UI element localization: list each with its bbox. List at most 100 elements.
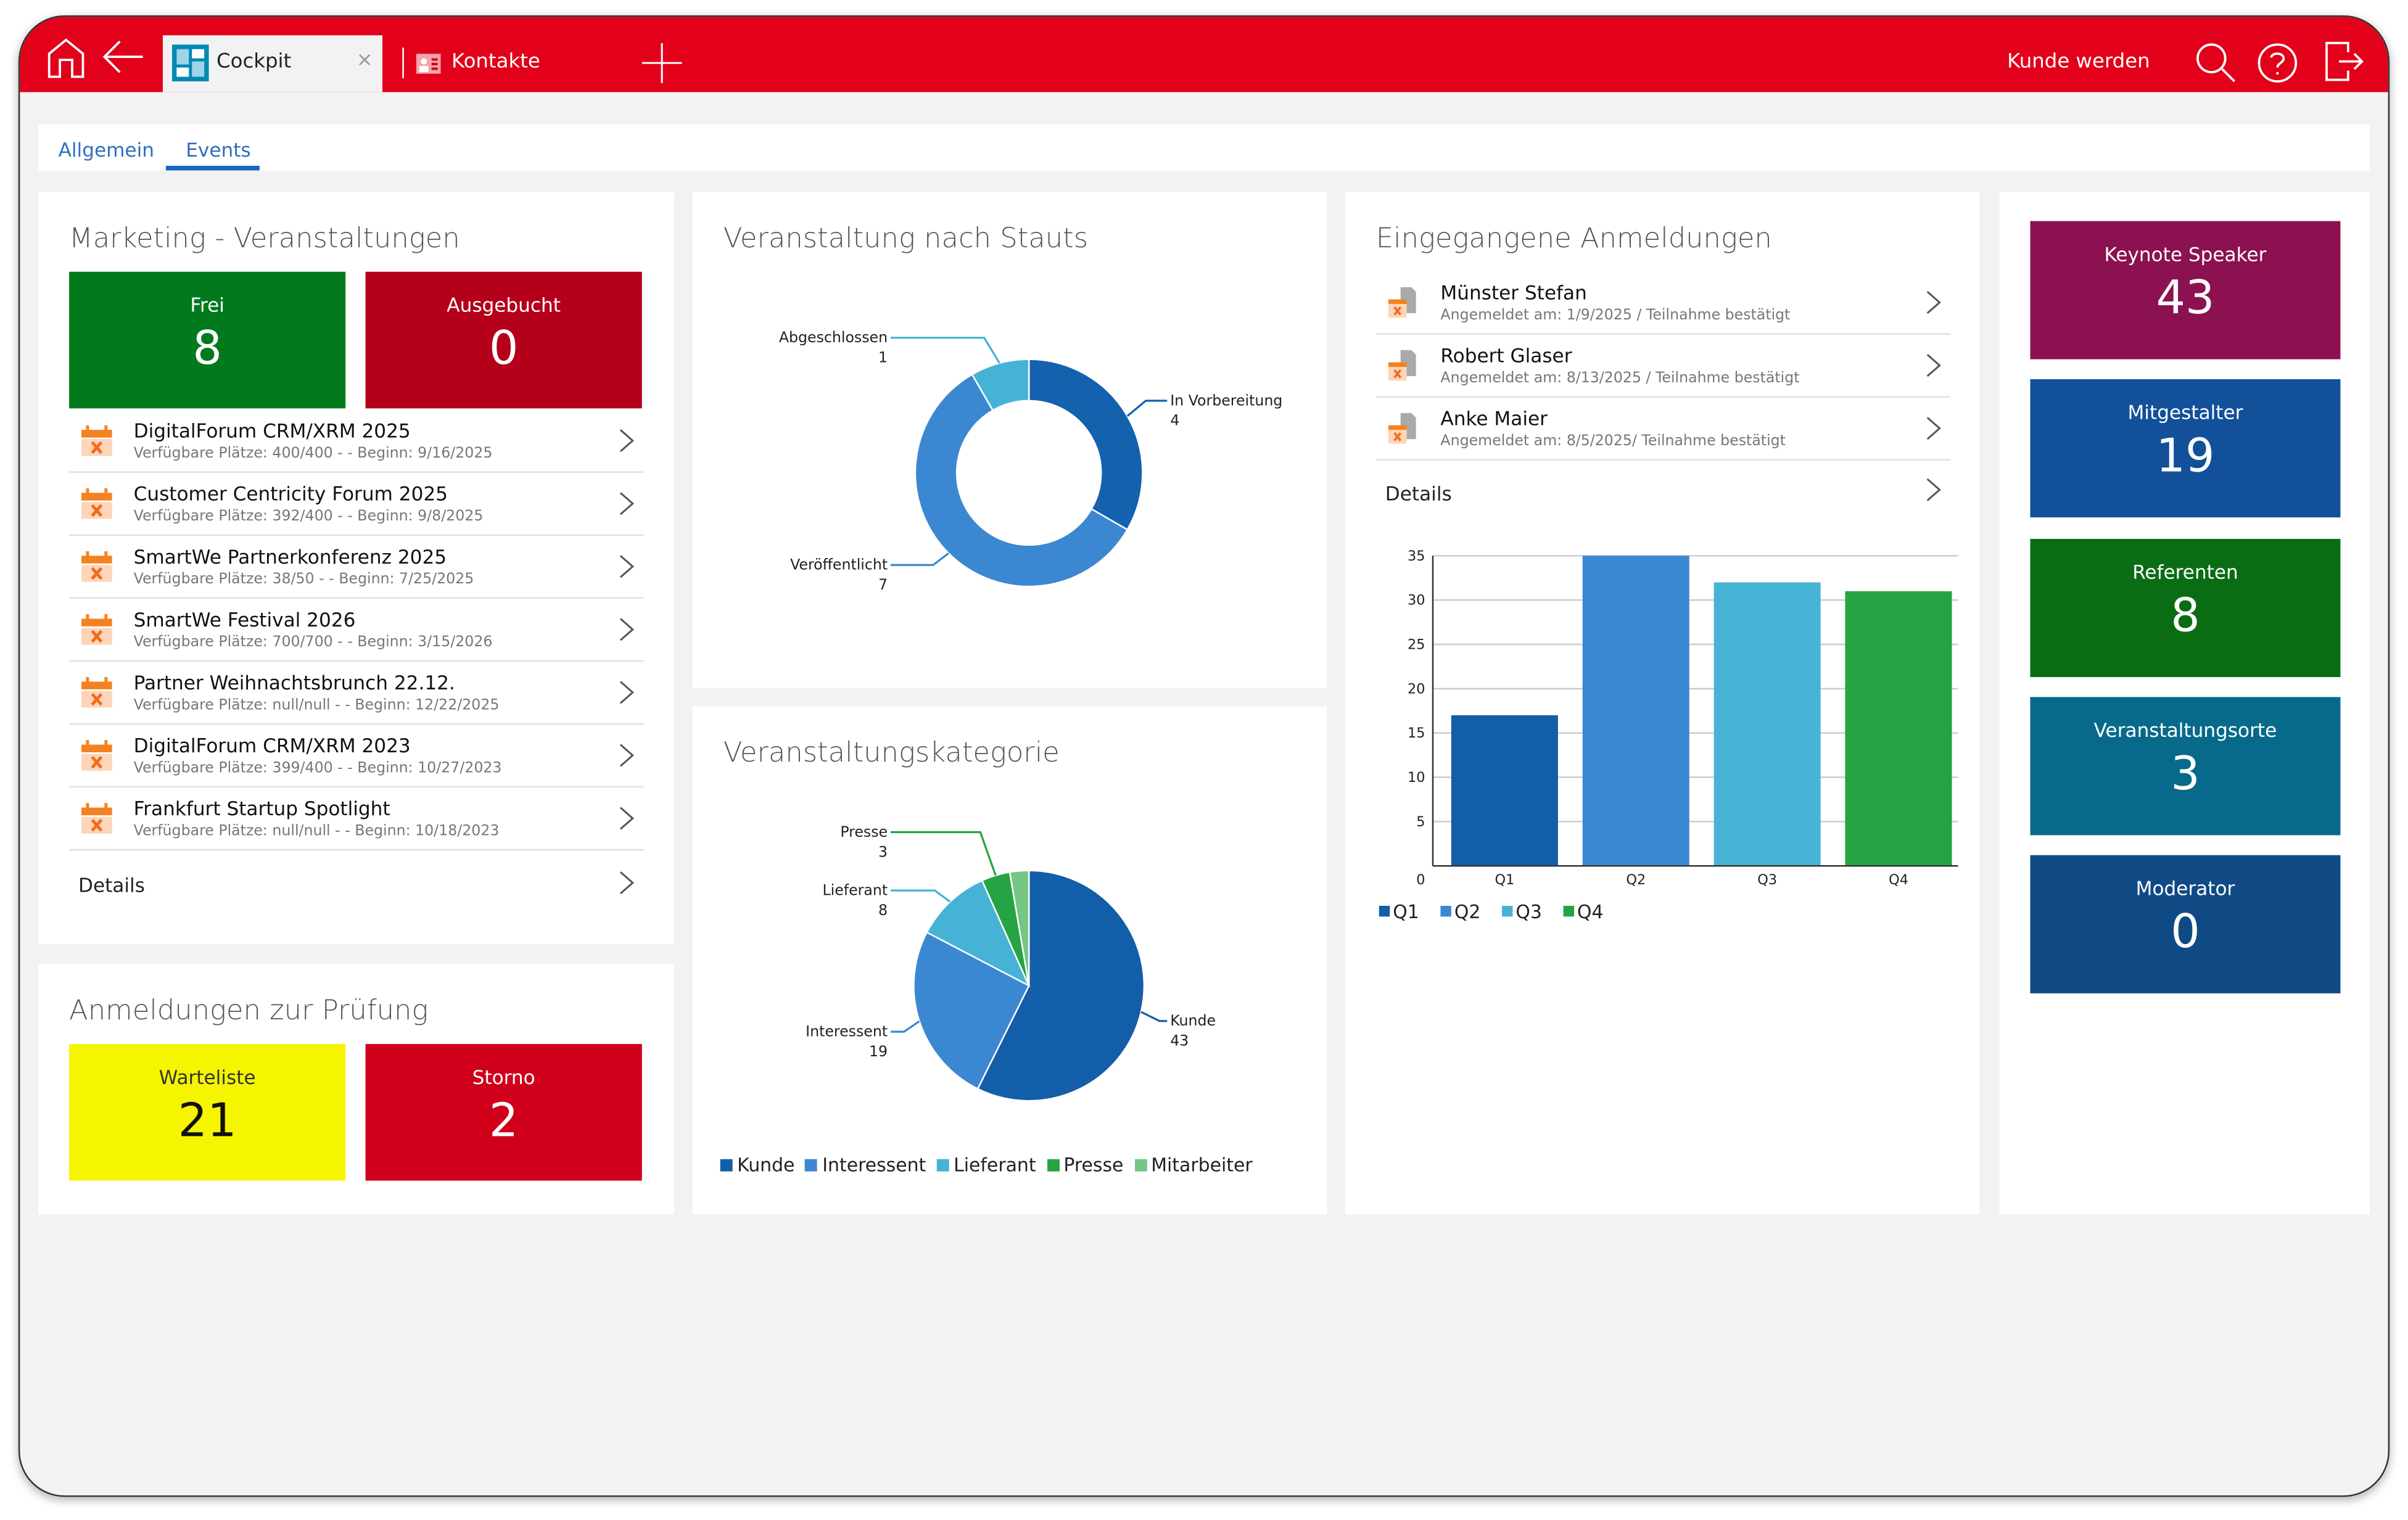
tile-label: Moderator bbox=[2135, 876, 2235, 900]
tab-kontakte[interactable]: Kontakte bbox=[413, 35, 598, 92]
tab-allgemein[interactable]: Allgemein bbox=[58, 138, 154, 162]
calendar-cancel-icon bbox=[81, 677, 112, 708]
back-arrow-icon[interactable] bbox=[101, 38, 144, 75]
calendar-cancel-icon bbox=[81, 614, 112, 645]
details-link[interactable]: Details bbox=[1376, 459, 1950, 522]
slice-value: 19 bbox=[869, 1043, 888, 1060]
bar-q1 bbox=[1451, 715, 1558, 866]
event-title: SmartWe Festival 2026 bbox=[133, 607, 356, 631]
legend-label: Q2 bbox=[1454, 902, 1481, 923]
become-customer-link[interactable]: Kunde werden bbox=[2007, 51, 2150, 74]
storno-tile[interactable]: Storno 2 bbox=[365, 1044, 642, 1181]
chevron-right-icon bbox=[619, 871, 635, 895]
logout-icon[interactable] bbox=[2323, 40, 2364, 83]
event-list-item[interactable]: Customer Centricity Forum 2025 Verfügbare… bbox=[69, 473, 644, 536]
event-list-item[interactable]: DigitalForum CRM/XRM 2023 Verfügbare Plät… bbox=[69, 725, 644, 788]
chevron-right-icon bbox=[1926, 478, 1941, 501]
chevron-right-icon bbox=[619, 744, 635, 767]
legend-swatch bbox=[1502, 905, 1513, 917]
legend-label: Kunde bbox=[737, 1154, 795, 1177]
leader-line bbox=[891, 889, 951, 903]
role-tile[interactable]: Moderator 0 bbox=[2030, 855, 2341, 993]
legend-label: Interessent bbox=[822, 1154, 926, 1177]
legend-swatch bbox=[1134, 1159, 1147, 1172]
top-bar: Cockpit × Kontakte Kunde werden bbox=[20, 17, 2388, 92]
legend-swatch bbox=[720, 1159, 733, 1172]
pie-chart: Kunde 43 Interessent 19 Lieferant 8 Presse 3 bbox=[806, 823, 1216, 1102]
event-list-item[interactable]: SmartWe Festival 2026 Verfügbare Plätze: … bbox=[69, 599, 644, 662]
app-window: Cockpit × Kontakte Kunde werden Allgemei… bbox=[18, 15, 2390, 1497]
legend-item: Presse bbox=[1046, 1154, 1123, 1176]
event-list-item[interactable]: Partner Weihnachtsbrunch 22.12. Verfügbar… bbox=[69, 662, 644, 725]
tile-value: 21 bbox=[178, 1095, 237, 1149]
leader-line bbox=[1126, 400, 1168, 417]
legend-swatch bbox=[805, 1159, 818, 1172]
tab-label: Cockpit bbox=[216, 51, 292, 74]
registration-info: Angemeldet am: 8/13/2025 / Teilnahme bes… bbox=[1440, 370, 1800, 387]
chevron-right-icon bbox=[619, 492, 635, 516]
tile-value: 43 bbox=[2156, 271, 2215, 326]
registration-list-item[interactable]: Münster Stefan Angemeldet am: 1/9/2025 / … bbox=[1375, 272, 1951, 335]
chevron-right-icon bbox=[619, 555, 635, 578]
slice-value: 43 bbox=[1170, 1032, 1189, 1050]
tile-label: Referenten bbox=[2132, 560, 2238, 584]
registration-info: Angemeldet am: 8/5/2025/ Teilnahme bestä… bbox=[1440, 433, 1786, 450]
tile-value: 8 bbox=[192, 322, 222, 377]
legend-swatch bbox=[936, 1159, 949, 1172]
role-tile[interactable]: Referenten 8 bbox=[2030, 538, 2341, 678]
plus-icon[interactable] bbox=[641, 43, 682, 83]
details-label: Details bbox=[78, 873, 145, 897]
chevron-right-icon bbox=[619, 681, 635, 704]
leader-line bbox=[891, 337, 1000, 364]
x-tick-label: Q4 bbox=[1889, 872, 1908, 888]
search-icon[interactable] bbox=[2195, 41, 2238, 84]
slice-label: Veröffentlicht bbox=[790, 556, 888, 573]
event-list-item[interactable]: DigitalForum CRM/XRM 2025 Verfügbare Plät… bbox=[69, 410, 644, 473]
category-chart-card: Veranstaltungskategorie Kunde 43 Interesse… bbox=[692, 706, 1327, 1215]
legend-swatch bbox=[1563, 905, 1575, 917]
role-tile[interactable]: Mitgestalter 19 bbox=[2030, 379, 2341, 518]
tile-value: 3 bbox=[2171, 747, 2200, 802]
y-tick-label: 15 bbox=[1408, 725, 1425, 741]
registration-list-item[interactable]: Anke Maier Angemeldet am: 8/5/2025/ Teiln… bbox=[1375, 398, 1951, 461]
slice-label: Interessent bbox=[806, 1023, 888, 1040]
chevron-right-icon bbox=[619, 618, 635, 641]
donut-chart: In Vorbereitung 4 Veröffentlicht 7 Abgeschlo… bbox=[779, 329, 1282, 593]
tab-events[interactable]: Events bbox=[186, 138, 251, 162]
role-tile[interactable]: Keynote Speaker 43 bbox=[2030, 221, 2341, 359]
warteliste-tile[interactable]: Warteliste 21 bbox=[69, 1044, 346, 1181]
tile-value: 0 bbox=[489, 322, 519, 377]
tile-label: Frei bbox=[190, 293, 225, 316]
event-subtitle: Verfügbare Plätze: 700/700 - - Beginn: 3… bbox=[133, 634, 493, 651]
details-link[interactable]: Details bbox=[69, 852, 643, 915]
slice-lieferant bbox=[926, 879, 1031, 988]
divider bbox=[402, 47, 404, 78]
frei-tile[interactable]: Frei 8 bbox=[69, 271, 346, 409]
marketing-card: Marketing - Veranstaltungen Frei 8 Ausgeb… bbox=[38, 192, 675, 945]
help-icon[interactable] bbox=[2256, 41, 2299, 84]
event-list-item[interactable]: Frankfurt Startup Spotlight Verfügbare Pl… bbox=[69, 787, 644, 851]
close-tab-icon[interactable]: × bbox=[356, 49, 373, 73]
event-subtitle: Verfügbare Plätze: 399/400 - - Beginn: 1… bbox=[133, 760, 502, 777]
ausgebucht-tile[interactable]: Ausgebucht 0 bbox=[365, 271, 642, 409]
x-tick-label: Q2 bbox=[1626, 872, 1646, 888]
chevron-right-icon bbox=[1926, 354, 1941, 377]
registrant-name: Anke Maier bbox=[1440, 406, 1548, 430]
calendar-cancel-icon bbox=[81, 488, 112, 519]
registration-list-item[interactable]: Robert Glaser Angemeldet am: 8/13/2025 / … bbox=[1375, 335, 1951, 398]
registrations-card: Eingegangene Anmeldungen Münster Stefan A… bbox=[1345, 192, 1980, 1215]
tab-cockpit[interactable]: Cockpit × bbox=[162, 35, 382, 92]
leader-line bbox=[891, 831, 997, 876]
legend-label: Q4 bbox=[1577, 902, 1604, 923]
tile-label: Ausgebucht bbox=[447, 293, 561, 316]
event-list-item[interactable]: SmartWe Partnerkonferenz 2025 Verfügbare … bbox=[69, 536, 644, 599]
cockpit-icon bbox=[171, 44, 209, 81]
home-icon[interactable] bbox=[46, 38, 86, 78]
chevron-right-icon bbox=[619, 429, 635, 453]
role-tile[interactable]: Veranstaltungsorte 3 bbox=[2030, 697, 2341, 836]
legend-label: Mitarbeiter bbox=[1151, 1154, 1253, 1177]
tab-label: Kontakte bbox=[452, 51, 540, 74]
status-chart-card: Veranstaltung nach Stauts In Vorbereitun… bbox=[692, 192, 1327, 688]
x-tick-label: Q3 bbox=[1757, 872, 1777, 888]
event-title: Frankfurt Startup Spotlight bbox=[133, 797, 390, 820]
